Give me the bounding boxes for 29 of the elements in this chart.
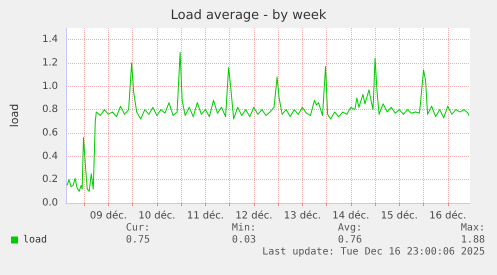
- y-tick-label: 0.0: [42, 198, 58, 208]
- text: 0.76: [338, 234, 362, 246]
- chart-title: Load average - by week: [170, 8, 327, 23]
- y-axis-title: load: [8, 104, 21, 128]
- x-tick-label: 12 déc.: [235, 210, 272, 222]
- legend-label: load: [23, 234, 48, 246]
- y-tick-label: 0.8: [42, 104, 58, 116]
- text: 0.75: [126, 234, 150, 246]
- text: Min:: [232, 222, 256, 234]
- y-tick-label: 1.2: [42, 58, 58, 68]
- y-tick-label: 0.4: [42, 150, 58, 162]
- line-series: [66, 52, 470, 192]
- y-tick-label: 1.4: [42, 34, 58, 46]
- x-tick-label: 10 déc.: [138, 210, 176, 222]
- y-tick-label: 0.6: [42, 128, 58, 138]
- x-tick-label: 14 déc.: [332, 210, 370, 222]
- y-tick-label: 1.0: [42, 80, 58, 92]
- text: Avg:: [338, 222, 362, 234]
- x-tick-label: 13 déc.: [284, 210, 321, 222]
- text: Cur:: [126, 222, 150, 234]
- y-tick-label: 0.2: [42, 174, 58, 186]
- text: Max:: [460, 222, 485, 234]
- x-tick-label: 11 déc.: [186, 210, 224, 222]
- x-tick-label: 15 déc.: [380, 210, 418, 222]
- x-tick-label: 16 déc.: [429, 210, 466, 222]
- text: 1.88: [460, 234, 485, 246]
- text: 0.03: [232, 234, 256, 246]
- x-tick-label: 09 déc.: [90, 210, 127, 222]
- text: Last update: Tue Dec 16 23:00:06 2025: [262, 246, 485, 258]
